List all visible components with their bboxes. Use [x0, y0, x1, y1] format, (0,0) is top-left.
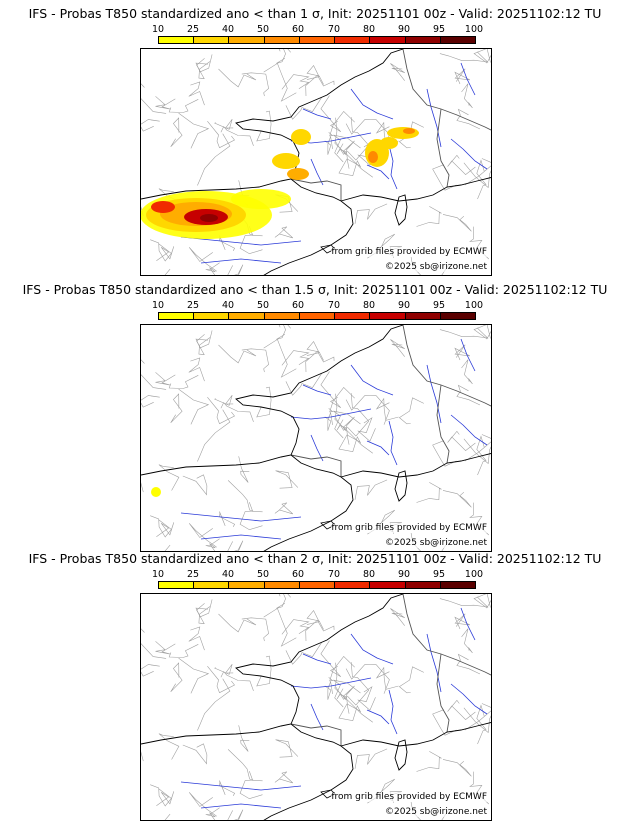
- data-source-credit: from grib files provided by ECMWF: [331, 792, 487, 802]
- zone-alsace: [387, 127, 419, 139]
- colorbar-ticks: 10 25 40 50 60 70 80 90 95 100: [152, 300, 483, 312]
- probability-overlay: [151, 487, 161, 497]
- colorbar-tick: 60: [291, 24, 305, 35]
- colorbar-tick: 10: [151, 24, 165, 35]
- map-frame: from grib files provided by ECMWF ©2025 …: [140, 48, 492, 276]
- basemap: [141, 594, 491, 820]
- colorbar-segment: [335, 37, 371, 43]
- colorbar-segment: [194, 37, 230, 43]
- probability-overlay: [141, 127, 419, 239]
- colorbar-tick: 95: [432, 300, 446, 311]
- colorbar-tick: 60: [291, 569, 305, 580]
- colorbar-segment: [440, 582, 475, 588]
- map-frame: from grib files provided by ECMWF ©2025 …: [140, 324, 492, 552]
- colorbar-tick: 70: [327, 24, 341, 35]
- colorbar-tick: 80: [362, 24, 376, 35]
- data-source-credit: from grib files provided by ECMWF: [331, 247, 487, 257]
- panel-title: IFS - Probas T850 standardized ano < tha…: [22, 282, 608, 297]
- colorbar-segment: [370, 313, 406, 319]
- colorbar-tick: 50: [256, 300, 270, 311]
- panel-title: IFS - Probas T850 standardized ano < tha…: [28, 551, 602, 566]
- colorbar-segment: [229, 313, 265, 319]
- colorbar-segment: [405, 37, 441, 43]
- colorbar-ticks: 10 25 40 50 60 70 80 90 95 100: [152, 24, 483, 36]
- data-source-credit: from grib files provided by ECMWF: [331, 523, 487, 533]
- colorbar-segment: [299, 37, 336, 43]
- zone-burgundy: [365, 137, 398, 167]
- colorbar-tick: 60: [291, 300, 305, 311]
- colorbar: [158, 312, 476, 320]
- colorbar-tick: 40: [221, 569, 235, 580]
- copyright-credit: ©2025 sb@irizone.net: [385, 807, 487, 817]
- colorbar-tick: 80: [362, 300, 376, 311]
- colorbar-tick: 40: [221, 300, 235, 311]
- colorbar-segment: [264, 582, 300, 588]
- panel-title: IFS - Probas T850 standardized ano < tha…: [28, 6, 602, 21]
- zone-loire: [272, 129, 311, 180]
- colorbar-segment: [405, 313, 441, 319]
- colorbar-segment: [370, 582, 406, 588]
- colorbar-tick: 25: [186, 300, 200, 311]
- colorbar: [158, 36, 476, 44]
- colorbar-tick: 10: [151, 300, 165, 311]
- colorbar: [158, 581, 476, 589]
- colorbar-tick: 90: [397, 24, 411, 35]
- colorbar-tick: 90: [397, 300, 411, 311]
- colorbar-segment: [405, 582, 441, 588]
- zone-spain-northwest: [151, 487, 161, 497]
- colorbar-segment: [194, 582, 230, 588]
- colorbar-segment: [335, 582, 371, 588]
- colorbar-segment: [264, 313, 300, 319]
- map-frame: from grib files provided by ECMWF ©2025 …: [140, 593, 492, 821]
- colorbar-tick: 95: [432, 569, 446, 580]
- colorbar-tick: 25: [186, 24, 200, 35]
- probability-overlay: [141, 594, 492, 821]
- colorbar-segment: [440, 37, 475, 43]
- colorbar-segment: [194, 313, 230, 319]
- colorbar-tick: 100: [464, 300, 484, 311]
- colorbar-segment: [299, 313, 336, 319]
- colorbar-tick: 40: [221, 24, 235, 35]
- zone-spain-northwest: [141, 189, 291, 239]
- copyright-credit: ©2025 sb@irizone.net: [385, 538, 487, 548]
- colorbar-ticks: 10 25 40 50 60 70 80 90 95 100: [152, 569, 483, 581]
- colorbar-tick: 100: [464, 569, 484, 580]
- colorbar-tick: 50: [256, 569, 270, 580]
- colorbar-tick: 10: [151, 569, 165, 580]
- colorbar-tick: 50: [256, 24, 270, 35]
- colorbar-segment: [299, 582, 336, 588]
- colorbar-tick: 80: [362, 569, 376, 580]
- copyright-credit: ©2025 sb@irizone.net: [385, 262, 487, 272]
- colorbar-tick: 70: [327, 300, 341, 311]
- panel-3: IFS - Probas T850 standardized ano < tha…: [0, 545, 630, 821]
- colorbar-tick: 95: [432, 24, 446, 35]
- colorbar-segment: [159, 582, 195, 588]
- basemap: [141, 325, 491, 551]
- colorbar-segment: [335, 313, 371, 319]
- colorbar-tick: 70: [327, 569, 341, 580]
- colorbar-tick: 100: [464, 24, 484, 35]
- colorbar-segment: [159, 313, 195, 319]
- colorbar-tick: 25: [186, 569, 200, 580]
- colorbar-tick: 90: [397, 569, 411, 580]
- colorbar-segment: [229, 582, 265, 588]
- colorbar-segment: [440, 313, 475, 319]
- panel-1: IFS - Probas T850 standardized ano < tha…: [0, 0, 630, 276]
- colorbar-segment: [264, 37, 300, 43]
- colorbar-segment: [159, 37, 195, 43]
- colorbar-segment: [229, 37, 265, 43]
- colorbar-segment: [370, 37, 406, 43]
- panel-2: IFS - Probas T850 standardized ano < tha…: [0, 276, 630, 552]
